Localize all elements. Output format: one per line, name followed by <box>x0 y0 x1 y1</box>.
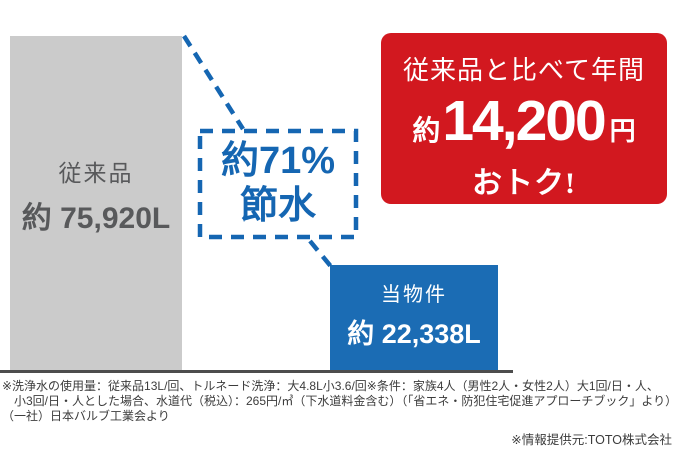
footnote-line2: 小3回/日・人とした場合、水道代（税込）：265円/㎥（下水道料金含む）（「省エ… <box>14 394 678 408</box>
savings-percent-box: 約71% 節水 <box>198 129 358 239</box>
bar-conventional-value: 約 75,920L <box>21 202 171 235</box>
bar-property-value: 約 22,338L <box>347 319 481 349</box>
credit-source: ※情報提供元:TOTO株式会社 <box>511 433 672 447</box>
savings-percent-line2: 節水 <box>239 185 316 227</box>
bar-property-labels: 当物件 約 22,338L <box>330 278 498 351</box>
badge-heading: 従来品と比べて年間 <box>403 56 645 85</box>
badge-amount-value: 14,200 <box>442 89 606 153</box>
bar-conventional-labels: 従来品 約 75,920L <box>10 154 182 237</box>
baseline-axis <box>0 370 513 373</box>
savings-percent-line1: 約71% <box>220 140 336 183</box>
badge-amount-prefix: 約 <box>412 115 441 146</box>
footnote-line3: （一社）日本バルブ工業会より <box>2 409 170 423</box>
footnote-line1: ※洗浄水の使用量：従来品13L/回、トルネード洗浄：大4.8L小3.6/回※条件… <box>2 379 659 393</box>
bar-property-category: 当物件 <box>381 284 447 306</box>
badge-tail: おトク! <box>472 167 576 200</box>
bar-conventional-category: 従来品 <box>58 161 134 186</box>
badge-amount-row: 約 14,200 円 <box>381 93 667 150</box>
bar-conventional: 従来品 約 75,920L <box>10 36 182 372</box>
bar-property: 当物件 約 22,338L <box>330 265 498 372</box>
savings-amount-badge: 従来品と比べて年間 約 14,200 円 おトク! <box>381 33 667 204</box>
connector-line-top <box>182 34 245 131</box>
badge-amount-unit: 円 <box>609 116 636 146</box>
footnote: ※洗浄水の使用量：従来品13L/回、トルネード洗浄：大4.8L小3.6/回※条件… <box>2 379 678 424</box>
